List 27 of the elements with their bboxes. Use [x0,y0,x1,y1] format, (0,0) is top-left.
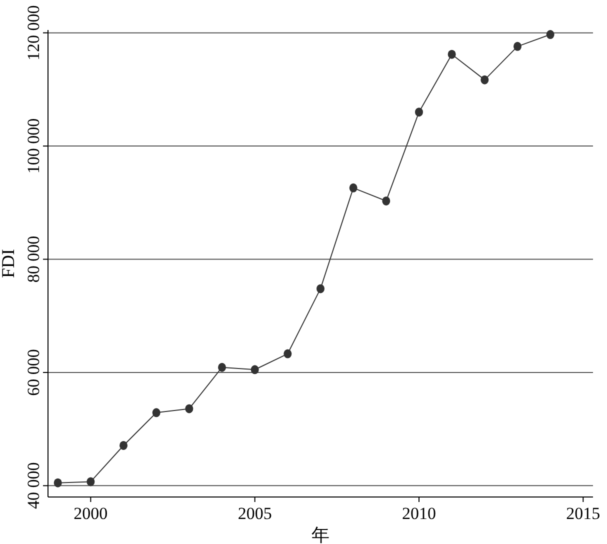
x-tick-label: 2005 [238,504,272,523]
point [316,284,324,294]
point [284,349,292,358]
y-tick-label: 60 000 [24,349,43,396]
point [448,50,456,59]
point [86,477,95,486]
x-axis-title: 年 [312,525,330,544]
point [546,30,554,40]
y-tick-label: 100 000 [24,118,43,174]
point [250,365,259,374]
point [382,196,390,206]
x-tick-label: 2010 [402,504,436,523]
y-axis-title: FDI [0,248,18,278]
y-tick-label: 120 000 [24,5,43,60]
point [218,362,226,372]
y-tick-label: 40 000 [24,462,43,510]
point [54,478,62,488]
point [480,75,489,84]
point [349,183,358,192]
x-tick-label: 2000 [74,504,108,523]
point [185,404,194,414]
point [513,42,522,51]
y-tick-label: 80 000 [24,236,43,283]
x-tick-label: 2015 [566,504,600,523]
point [414,108,423,117]
point [152,408,160,418]
point [120,440,128,450]
